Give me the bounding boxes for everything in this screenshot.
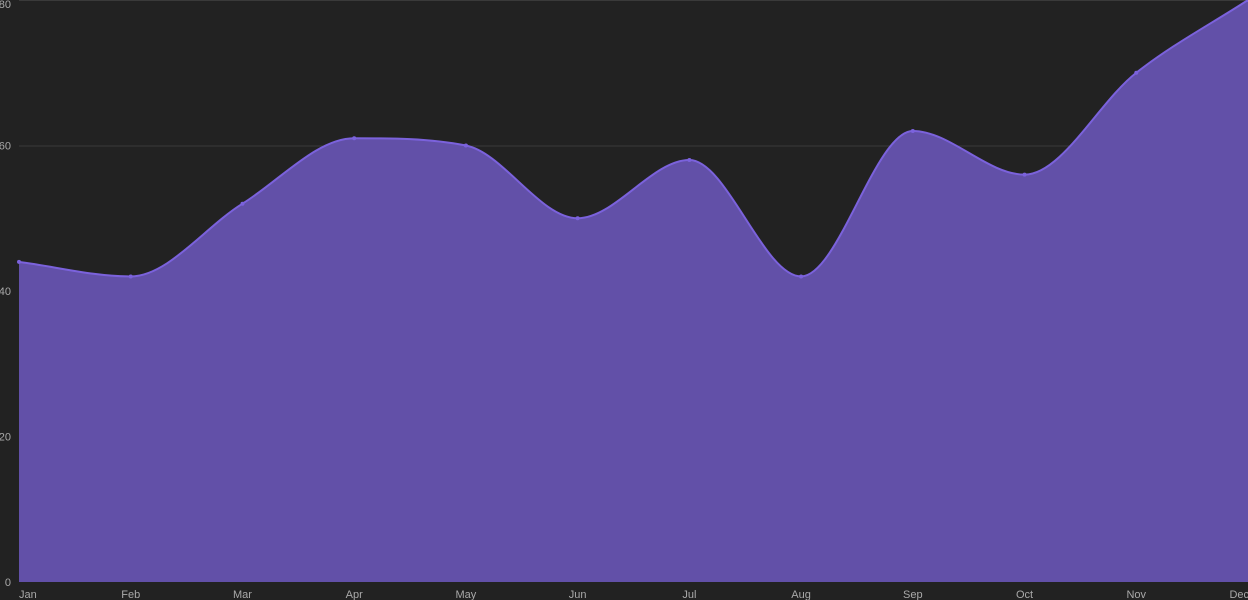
y-tick-label-60: 60: [0, 141, 11, 153]
y-tick-label-40: 40: [0, 286, 11, 298]
x-axis-ticks: Jan Feb Mar Apr May Jun Jul Aug Sep Oct Nov Dec: [19, 589, 1248, 600]
data-point-apr: [352, 136, 357, 141]
y-tick-label-80: 80: [0, 0, 11, 11]
y-axis-ticks: 0 20 40 60 80: [0, 0, 11, 589]
data-point-nov: [1134, 70, 1139, 75]
data-point-aug: [799, 274, 804, 279]
x-tick-label-jul: Jul: [682, 589, 696, 600]
data-point-sep: [910, 128, 915, 133]
x-tick-label-sep: Sep: [903, 589, 923, 600]
data-points: [17, 0, 1248, 279]
data-point-may: [463, 143, 468, 148]
data-point-mar: [240, 201, 245, 206]
x-tick-label-dec: Dec: [1229, 589, 1248, 600]
x-tick-label-nov: Nov: [1126, 589, 1146, 600]
x-tick-label-aug: Aug: [791, 589, 811, 600]
data-point-oct: [1022, 172, 1027, 177]
x-tick-label-oct: Oct: [1016, 589, 1033, 600]
x-tick-label-mar: Mar: [233, 589, 252, 600]
data-point-jul: [687, 158, 692, 163]
y-tick-label-0: 0: [5, 577, 11, 589]
data-point-feb: [128, 274, 133, 279]
y-tick-label-20: 20: [0, 432, 11, 444]
x-tick-label-may: May: [456, 589, 477, 600]
x-tick-label-jan: Jan: [19, 589, 37, 600]
data-point-jun: [575, 216, 580, 221]
data-point-jan: [17, 259, 21, 264]
x-tick-label-apr: Apr: [346, 589, 363, 600]
x-tick-label-jun: Jun: [569, 589, 587, 600]
x-tick-label-feb: Feb: [121, 589, 140, 600]
